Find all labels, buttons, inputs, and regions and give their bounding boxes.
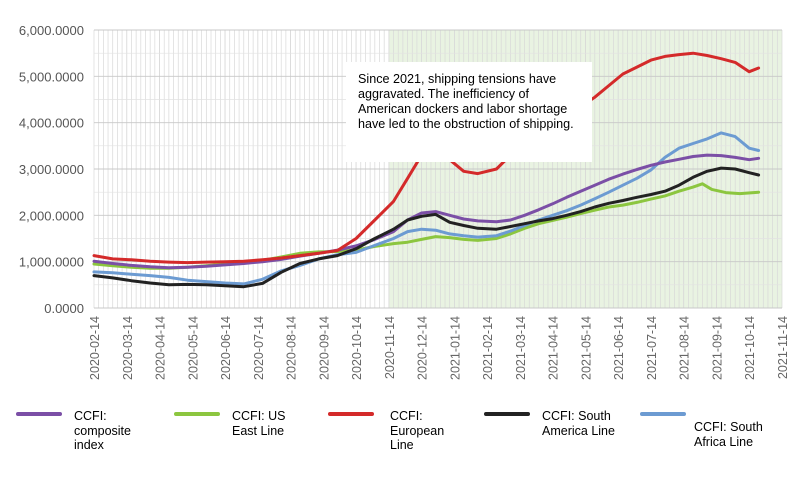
legend-swatch-south-africa [640, 412, 686, 416]
x-tick-label: 2020-02-14 [88, 316, 102, 380]
legend-swatch-south-america [484, 412, 530, 416]
chart-svg: 0.0000 1,000.0000 2,000.0000 3,000.0000 4,00… [19, 23, 790, 380]
x-tick-label: 2020-08-14 [285, 316, 299, 380]
x-tick-label: 2020-07-14 [252, 316, 266, 380]
x-tick-label: 2020-11-14 [383, 316, 397, 379]
y-tick-label: 4,000.0000 [19, 116, 84, 131]
x-tick-label: 2020-10-14 [350, 316, 364, 380]
x-tick-label: 2020-06-14 [219, 316, 233, 380]
y-tick-label: 0.0000 [44, 301, 84, 316]
legend-label-south-america: CCFI: South America Line [542, 409, 615, 438]
x-tick-label: 2021-02-14 [481, 316, 495, 380]
x-tick-label: 2021-09-14 [710, 316, 724, 380]
x-tick-label: 2020-03-14 [121, 316, 135, 380]
x-tick-label: 2021-01-14 [448, 316, 462, 380]
legend-label-south-africa: CCFI: South Africa Line [694, 420, 763, 449]
series-line [92, 131, 761, 286]
y-tick-label: 5,000.0000 [19, 69, 84, 84]
legend-swatch-european [328, 412, 374, 416]
x-tick-label: 2021-08-14 [678, 316, 692, 380]
series-line [92, 51, 761, 265]
y-tick-label: 2,000.0000 [19, 208, 84, 223]
legend-swatch-composite [16, 412, 62, 416]
x-tick-label: 2020-05-14 [186, 316, 200, 380]
legend-label-composite: CCFI: composite index [74, 409, 131, 452]
annotation-text: Since 2021, shipping tensions have aggra… [358, 72, 574, 131]
y-tick-label: 1,000.0000 [19, 255, 84, 270]
legend-label-us-east: CCFI: US East Line [232, 409, 286, 438]
x-tick-label: 2020-09-14 [317, 316, 331, 380]
series-line [92, 153, 761, 270]
x-tick-label: 2021-11-14 [776, 316, 790, 379]
x-tick-label: 2020-04-14 [154, 316, 168, 380]
x-tick-label: 2021-07-14 [645, 316, 659, 380]
x-tick-label: 2021-04-14 [547, 316, 561, 380]
x-tick-label: 2021-05-14 [579, 316, 593, 380]
y-tick-label: 6,000.0000 [19, 23, 84, 38]
x-tick-label: 2021-03-14 [514, 316, 528, 380]
x-tick-label: 2021-10-14 [743, 316, 757, 380]
y-tick-label: 3,000.0000 [19, 162, 84, 177]
legend-label-european: CCFI: European Line [390, 409, 445, 452]
legend-swatch-us-east [174, 412, 220, 416]
annotation-box: Since 2021, shipping tensions have aggra… [346, 62, 592, 162]
x-tick-label: 2021-06-14 [612, 316, 626, 380]
x-tick-label: 2020-12-14 [416, 316, 430, 380]
series-line [92, 166, 761, 289]
